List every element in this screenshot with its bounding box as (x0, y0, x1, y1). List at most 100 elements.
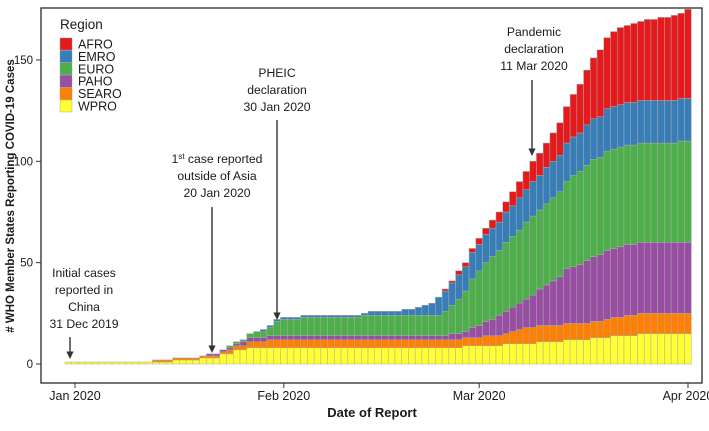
bar-segment-afro (684, 9, 692, 99)
bar-segment-paho (313, 335, 322, 340)
bar-segment-wpro (105, 361, 113, 365)
bar-segment-wpro (78, 361, 86, 365)
bar-segment-wpro (125, 361, 133, 365)
bar-segment-wpro (199, 357, 207, 365)
bar-segment-paho (401, 335, 409, 340)
x-axis-title: Date of Report (327, 405, 417, 420)
bar-segment-euro (617, 146, 625, 247)
bar-segment-emro (509, 205, 517, 237)
bar-segment-wpro (313, 347, 322, 365)
bar-segment-wpro (71, 361, 79, 365)
bar-segment-searo (185, 357, 194, 361)
bar-segment-searo (327, 339, 335, 349)
bar-segment-euro (643, 142, 652, 243)
bar-segment-paho (394, 335, 402, 340)
bar-segment-paho (529, 294, 537, 328)
bar-segment-wpro (556, 341, 564, 365)
euro-swatch-icon (59, 62, 73, 75)
bar-segment-paho (206, 353, 214, 357)
bar-segment-wpro (468, 345, 477, 365)
bar-segment-paho (253, 337, 261, 342)
bar-segment-paho (637, 242, 645, 314)
bar-segment-afro (664, 17, 672, 101)
bar-segment-wpro (300, 347, 308, 365)
bar-segment-afro (489, 219, 497, 229)
bar-segment-afro (522, 171, 530, 190)
bar-segment-euro (259, 331, 268, 338)
bar-segment-wpro (327, 347, 335, 365)
legend-item-euro: EURO (59, 62, 114, 76)
legend-item-wpro: WPRO (59, 100, 117, 114)
annotations-layer: Initial cases reported in China 31 Dec 2019… (49, 25, 568, 359)
bar-segment-searo (199, 355, 207, 359)
bar-segment-wpro (576, 339, 584, 365)
bar-segment-euro (239, 339, 248, 342)
bar-segment-euro (603, 150, 611, 251)
bar-segment-wpro (165, 361, 173, 365)
bar-segment-wpro (320, 347, 328, 365)
annotation-text: 31 Dec 2019 (49, 317, 118, 331)
bar-segment-emro (421, 304, 429, 316)
bar-segment-wpro (630, 335, 638, 365)
bar-segment-wpro (185, 359, 194, 365)
bar-segment-emro (313, 315, 322, 318)
bar-segment-searo (334, 339, 342, 349)
bar-segment-afro (529, 161, 537, 182)
bar-segment-afro (475, 238, 483, 245)
bar-segment-wpro (650, 333, 658, 365)
bar-segment-euro (428, 315, 436, 336)
x-axis: Jan 2020 Feb 2020 Mar 2020 Apr 2020 (49, 383, 709, 403)
bar-segment-searo (529, 327, 537, 344)
bar-segment-searo (179, 357, 187, 361)
bar-segment-emro (495, 221, 503, 251)
bar-segment-searo (158, 359, 167, 363)
bar-segment-afro (495, 211, 503, 223)
bar-segment-searo (610, 317, 618, 336)
bar-segment-searo (165, 359, 173, 363)
bar-segment-euro (273, 321, 281, 336)
bar-segment-wpro (293, 347, 301, 365)
bar-segment-searo (482, 335, 490, 347)
bar-segment-searo (475, 337, 483, 347)
bar-segment-emro (664, 100, 672, 144)
bar-segment-searo (462, 337, 470, 347)
bar-segment-paho (468, 327, 477, 338)
annotation-text: declaration (504, 42, 564, 56)
bar-segment-euro (394, 315, 402, 336)
bar-segment-afro (576, 84, 584, 134)
bar-segment-afro (677, 13, 685, 99)
bar-segment-searo (670, 313, 679, 334)
legend-item-label: PAHO (78, 75, 113, 89)
bar-segment-searo (435, 339, 443, 349)
bar-segment-paho (596, 254, 605, 322)
bar-segment-emro (320, 315, 328, 318)
arrow-down-icon (208, 345, 216, 353)
bar-segment-emro (643, 100, 652, 144)
bar-segment-paho (630, 244, 638, 316)
bar-segment-searo (495, 335, 503, 347)
bar-segment-searo (515, 329, 524, 344)
bar-segment-emro (670, 100, 679, 144)
bar-segment-searo (320, 339, 328, 349)
annotation-2: PHEIC declaration 30 Jan 2020 (243, 66, 311, 320)
bar-segment-searo (367, 339, 376, 349)
bar-segment-searo (300, 339, 308, 349)
bar-segment-paho (475, 325, 483, 338)
bar-segment-wpro (637, 333, 645, 365)
bar-segment-afro (670, 15, 679, 101)
bar-segment-wpro (462, 345, 470, 365)
bar-segment-paho (684, 242, 692, 314)
bar-segment-emro (603, 108, 611, 152)
bar-segment-emro (542, 167, 551, 205)
bar-segment-paho (293, 335, 301, 340)
bar-segment-searo (502, 333, 510, 344)
bar-segment-euro (246, 333, 254, 338)
bar-segment-paho (536, 288, 544, 326)
bar-segment-searo (637, 313, 645, 334)
bar-segment-wpro (502, 343, 510, 365)
bar-segment-euro (448, 304, 456, 334)
bar-segment-euro (684, 140, 692, 243)
bar-segment-paho (381, 335, 389, 340)
bar-segment-euro (313, 317, 322, 336)
